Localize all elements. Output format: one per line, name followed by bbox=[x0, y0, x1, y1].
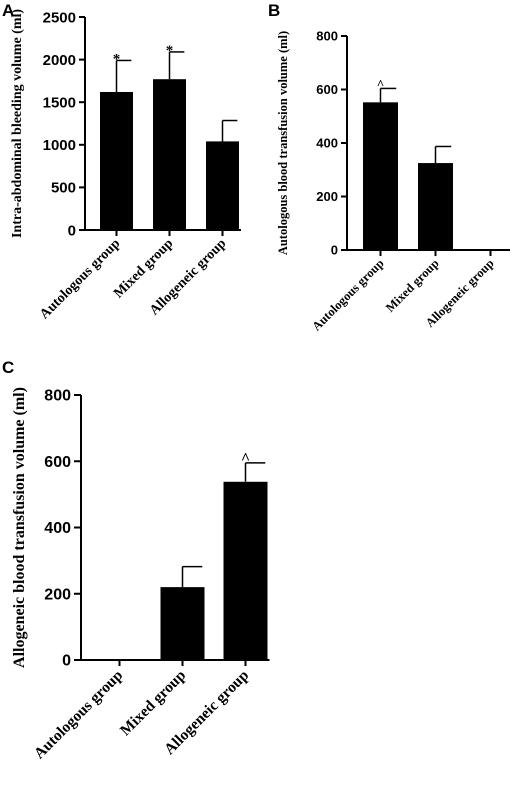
panel-b-x-tick-label: Mixed group bbox=[383, 256, 442, 315]
panel-a-y-tick-label: 1500 bbox=[43, 94, 76, 111]
panel-a-y-tick-label: 500 bbox=[51, 180, 76, 197]
panel-b-y-tick-label: 800 bbox=[316, 29, 338, 44]
panel-c-bar bbox=[223, 481, 268, 660]
panel-b-y-tick-label: 0 bbox=[331, 243, 338, 258]
panel-b-y-axis-title: Autologous blood transfusion volume (ml) bbox=[276, 31, 290, 255]
panel-a-significance-mark: * bbox=[113, 52, 121, 68]
panel-a-y-tick-label: 1000 bbox=[43, 137, 76, 154]
panel-c-y-tick-label: 200 bbox=[44, 586, 71, 603]
panel-c-y-tick-label: 600 bbox=[44, 454, 71, 471]
panel-a-x-tick-label: Autologous group bbox=[37, 236, 123, 322]
panel-c-y-tick-label: 800 bbox=[44, 388, 71, 405]
panel-c-y-axis-title: Allogeneic blood transfusion volume (ml) bbox=[11, 387, 28, 668]
panel-a-y-axis-title: Intra-abdominal bleeding volume (ml) bbox=[10, 9, 25, 238]
panel-c-y-tick-label: 0 bbox=[62, 653, 71, 670]
panel-b-letter: B bbox=[268, 1, 280, 20]
panel-b-bar bbox=[418, 163, 453, 250]
panel-b-y-tick-label: 600 bbox=[316, 82, 338, 97]
panel-b-y-tick-label: 200 bbox=[316, 189, 338, 204]
panel-a-bar bbox=[206, 141, 239, 230]
panel-a-letter: A bbox=[2, 1, 14, 20]
panel-c-letter: C bbox=[2, 358, 14, 377]
panel-b-y-tick-label: 400 bbox=[316, 136, 338, 151]
panel-b-x-tick-label: Autologous group bbox=[309, 256, 386, 333]
panel-a-bar bbox=[100, 91, 133, 230]
panel-b-significance-mark: ^ bbox=[377, 77, 385, 92]
panel-a-bar bbox=[153, 79, 186, 230]
panel-c-x-tick-label: Autologous group bbox=[31, 667, 127, 763]
panel-a-y-tick-label: 2000 bbox=[43, 52, 76, 69]
panel-a-y-tick-label: 0 bbox=[68, 222, 76, 239]
panel-b-bar bbox=[363, 102, 398, 250]
panel-c-significance-mark: ^ bbox=[241, 450, 250, 467]
panel-a-significance-mark: * bbox=[166, 43, 174, 59]
panel-a-y-tick-label: 2500 bbox=[43, 9, 76, 26]
panel-c-bar bbox=[160, 587, 205, 660]
panel-c-y-tick-label: 400 bbox=[44, 520, 71, 537]
